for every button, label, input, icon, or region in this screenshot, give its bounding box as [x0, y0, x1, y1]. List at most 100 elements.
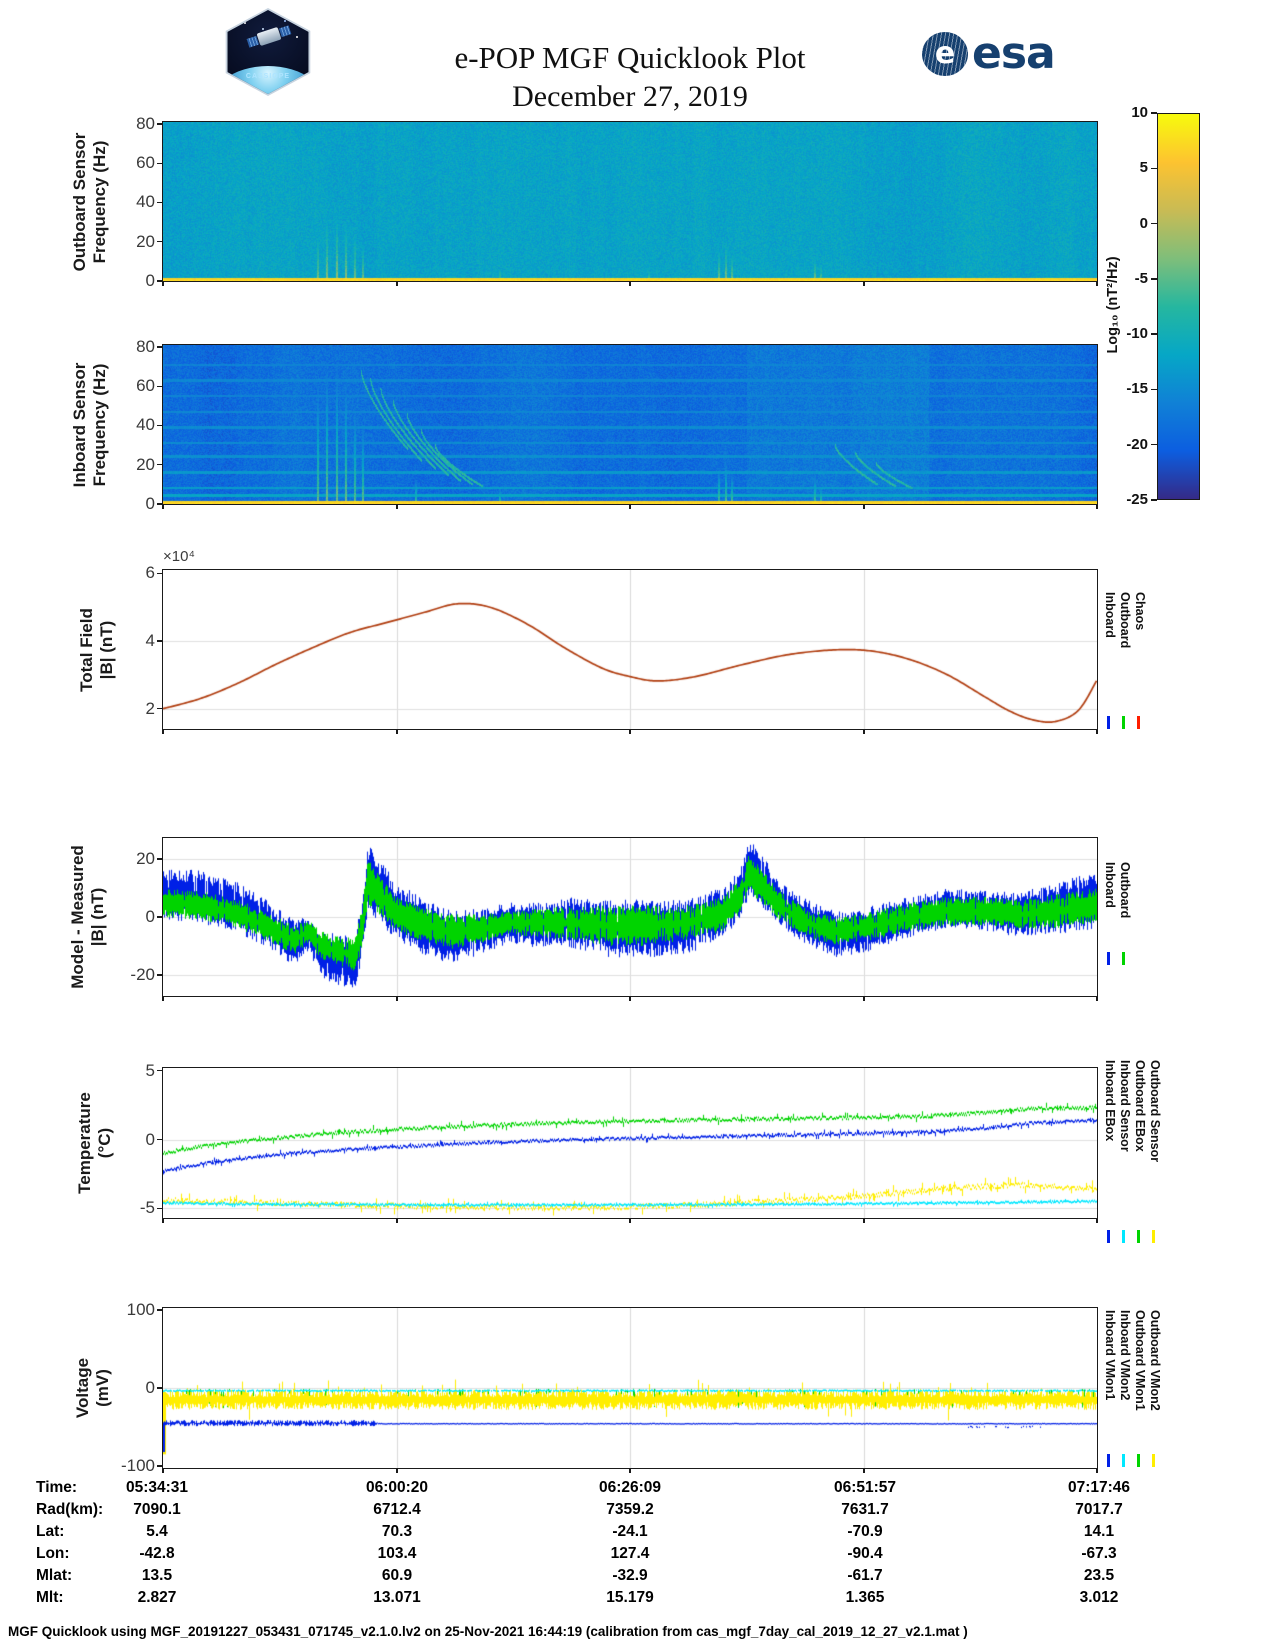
legend-item-mark: [1107, 952, 1110, 965]
legend-item-label: Outboard VMon2: [1148, 1310, 1162, 1411]
esa-wordmark: esa: [972, 28, 1056, 79]
y-tick-mark: [157, 385, 163, 387]
y-tick-label-voltage: 100: [126, 1299, 155, 1319]
table-row-label: Mlat:: [36, 1567, 73, 1584]
legend-item-mark: [1122, 1454, 1125, 1467]
x-tick-mark: [1096, 996, 1098, 1001]
y-tick-label-total-field: 4: [145, 631, 155, 651]
legend-item-mark: [1107, 1454, 1110, 1467]
legend-item-mark: [1122, 952, 1125, 965]
legend-item-mark: [1137, 716, 1140, 729]
x-tick-mark: [1096, 1218, 1098, 1223]
axis-exponent-label: ×10⁴: [163, 548, 195, 565]
legend-item-mark: [1152, 1230, 1155, 1243]
table-cell: 1.365: [845, 1589, 885, 1606]
y-tick-label-total-field: 2: [145, 698, 155, 718]
esa-logo: e esa: [922, 28, 1056, 79]
y-tick-mark: [157, 241, 163, 243]
model-measured-canvas: [163, 838, 1097, 996]
patch-label: CASSIOPE: [245, 73, 291, 80]
y-tick-mark: [157, 640, 163, 642]
colorbar-tick-mark: [1151, 388, 1157, 391]
y-tick-label-inboard-spectrogram: 0: [145, 494, 155, 513]
colorbar-tick-label: 10: [1131, 104, 1148, 121]
colorbar-label: Log₁₀ (nT²/Hz): [1105, 256, 1121, 354]
table-cell: 7359.2: [606, 1501, 654, 1518]
y-tick-label-outboard-spectrogram: 60: [136, 153, 155, 173]
legend-item-mark: [1122, 1230, 1125, 1243]
colorbar-tick-mark: [1151, 444, 1157, 446]
cassiope-mission-patch: CASSIOPE: [222, 8, 314, 96]
x-tick-mark: [863, 504, 865, 509]
legend-item-label: Inboard Sensor: [1118, 1060, 1132, 1152]
table-row-label: Lat:: [36, 1523, 65, 1540]
y-tick-label-voltage: 0: [145, 1378, 155, 1397]
y-tick-mark: [157, 708, 163, 710]
legend-item-mark: [1137, 1454, 1140, 1467]
y-tick-mark: [157, 346, 163, 348]
y-tick-mark: [157, 424, 163, 427]
temperature-canvas: [163, 1068, 1097, 1218]
colorbar-tick-mark: [1151, 222, 1157, 225]
y-tick-label-inboard-spectrogram: 20: [136, 454, 155, 474]
x-tick-mark: [629, 996, 631, 1001]
colorbar-tick-label: -10: [1126, 325, 1148, 343]
table-cell: 13.5: [141, 1567, 173, 1584]
colorbar-tick-mark: [1151, 278, 1157, 280]
legend-total-field: Inboard Outboard Chaos: [1102, 592, 1147, 648]
inboard-spectrogram-canvas: [163, 345, 1097, 504]
table-cell: 127.4: [610, 1545, 650, 1562]
legend-item-mark: [1107, 1230, 1110, 1243]
x-tick-mark: [1096, 1468, 1098, 1473]
y-tick-mark: [157, 280, 163, 282]
y-tick-mark: [157, 572, 163, 575]
legend-item-mark: [1152, 1454, 1155, 1467]
x-tick-mark: [396, 1218, 398, 1223]
page-subtitle: December 27, 2019: [512, 80, 748, 113]
table-cell: 6712.4: [373, 1501, 421, 1518]
colorbar-tick-label: -20: [1126, 435, 1148, 453]
y-tick-mark: [157, 162, 163, 164]
table-cell: 07:17:46: [1067, 1479, 1131, 1496]
y-tick-label-inboard-spectrogram: 40: [136, 415, 155, 435]
y-tick-label-inboard-spectrogram: 80: [136, 336, 155, 356]
y-tick-label-temperature: 0: [145, 1129, 155, 1149]
table-cell: -24.1: [612, 1523, 648, 1540]
table-cell: 2.827: [137, 1589, 177, 1606]
x-tick-mark: [863, 281, 865, 286]
legend-item-label: Outboard: [1118, 862, 1132, 919]
table-cell: 7631.7: [841, 1501, 889, 1518]
colorbar-tick-mark: [1151, 167, 1157, 169]
y-tick-label-total-field: 6: [145, 563, 155, 583]
y-axis-label-total-field: Total Field |B| (nT): [77, 500, 117, 800]
x-tick-mark: [629, 729, 631, 734]
legend-item-label: Outboard: [1118, 592, 1132, 649]
legend-item-mark: [1137, 1230, 1140, 1243]
table-row-label: Mlt:: [36, 1589, 64, 1606]
table-cell: 13.071: [373, 1589, 421, 1606]
patch-stars: [244, 22, 246, 24]
table-cell: -42.8: [139, 1545, 175, 1562]
x-tick-mark: [396, 504, 398, 509]
table-cell: 7090.1: [133, 1501, 181, 1518]
y-tick-mark: [157, 123, 163, 125]
legend-item-label: Inboard EBox: [1103, 1060, 1117, 1142]
table-cell: 06:26:09: [598, 1479, 662, 1496]
legend-item-label: Outboard EBox: [1133, 1060, 1147, 1152]
table-row-label: Rad(km):: [36, 1501, 104, 1518]
x-tick-mark: [162, 729, 164, 734]
y-tick-label-temperature: -5: [139, 1198, 155, 1218]
legend-item-mark: [1122, 716, 1125, 729]
table-cell: 05:34:31: [125, 1479, 189, 1496]
x-tick-mark: [162, 504, 164, 509]
y-tick-mark: [157, 201, 163, 204]
y-tick-mark: [157, 916, 163, 918]
legend-item-label: Chaos: [1133, 592, 1147, 631]
y-axis-label-line: Total Field: [77, 607, 96, 692]
y-tick-label-outboard-spectrogram: 80: [136, 113, 155, 133]
x-tick-mark: [863, 1468, 865, 1473]
legend-model-measured: Inboard Outboard: [1102, 862, 1132, 918]
legend-temperature: Inboard EBox Inboard Sensor Outboard EBox O…: [1102, 1060, 1162, 1162]
y-tick-label-model-measured: -20: [130, 965, 155, 985]
